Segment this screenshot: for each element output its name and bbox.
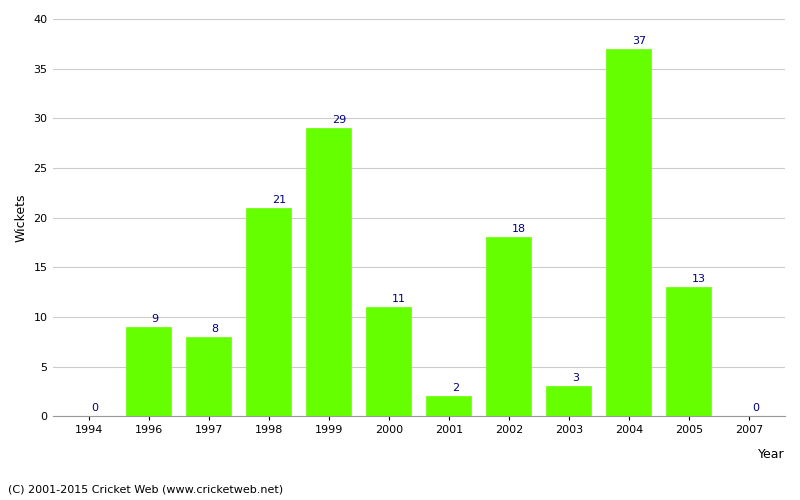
- Text: 37: 37: [632, 36, 646, 46]
- Bar: [366, 307, 411, 416]
- Text: 3: 3: [572, 374, 579, 384]
- Text: 0: 0: [91, 403, 98, 413]
- Bar: [666, 287, 711, 416]
- Bar: [606, 49, 651, 416]
- Bar: [486, 238, 531, 416]
- Bar: [426, 396, 471, 416]
- Bar: [186, 337, 231, 416]
- Text: 21: 21: [272, 194, 286, 204]
- Text: (C) 2001-2015 Cricket Web (www.cricketweb.net): (C) 2001-2015 Cricket Web (www.cricketwe…: [8, 485, 283, 495]
- Bar: [306, 128, 351, 416]
- Text: 11: 11: [392, 294, 406, 304]
- Text: 2: 2: [452, 384, 459, 394]
- Text: 8: 8: [212, 324, 218, 334]
- Text: 29: 29: [332, 116, 346, 126]
- Text: 0: 0: [752, 403, 759, 413]
- Bar: [246, 208, 291, 416]
- Text: 9: 9: [152, 314, 158, 324]
- Y-axis label: Wickets: Wickets: [15, 194, 28, 242]
- Text: Year: Year: [758, 448, 785, 461]
- Text: 18: 18: [512, 224, 526, 234]
- Bar: [126, 327, 171, 416]
- Bar: [546, 386, 591, 416]
- Text: 13: 13: [692, 274, 706, 284]
